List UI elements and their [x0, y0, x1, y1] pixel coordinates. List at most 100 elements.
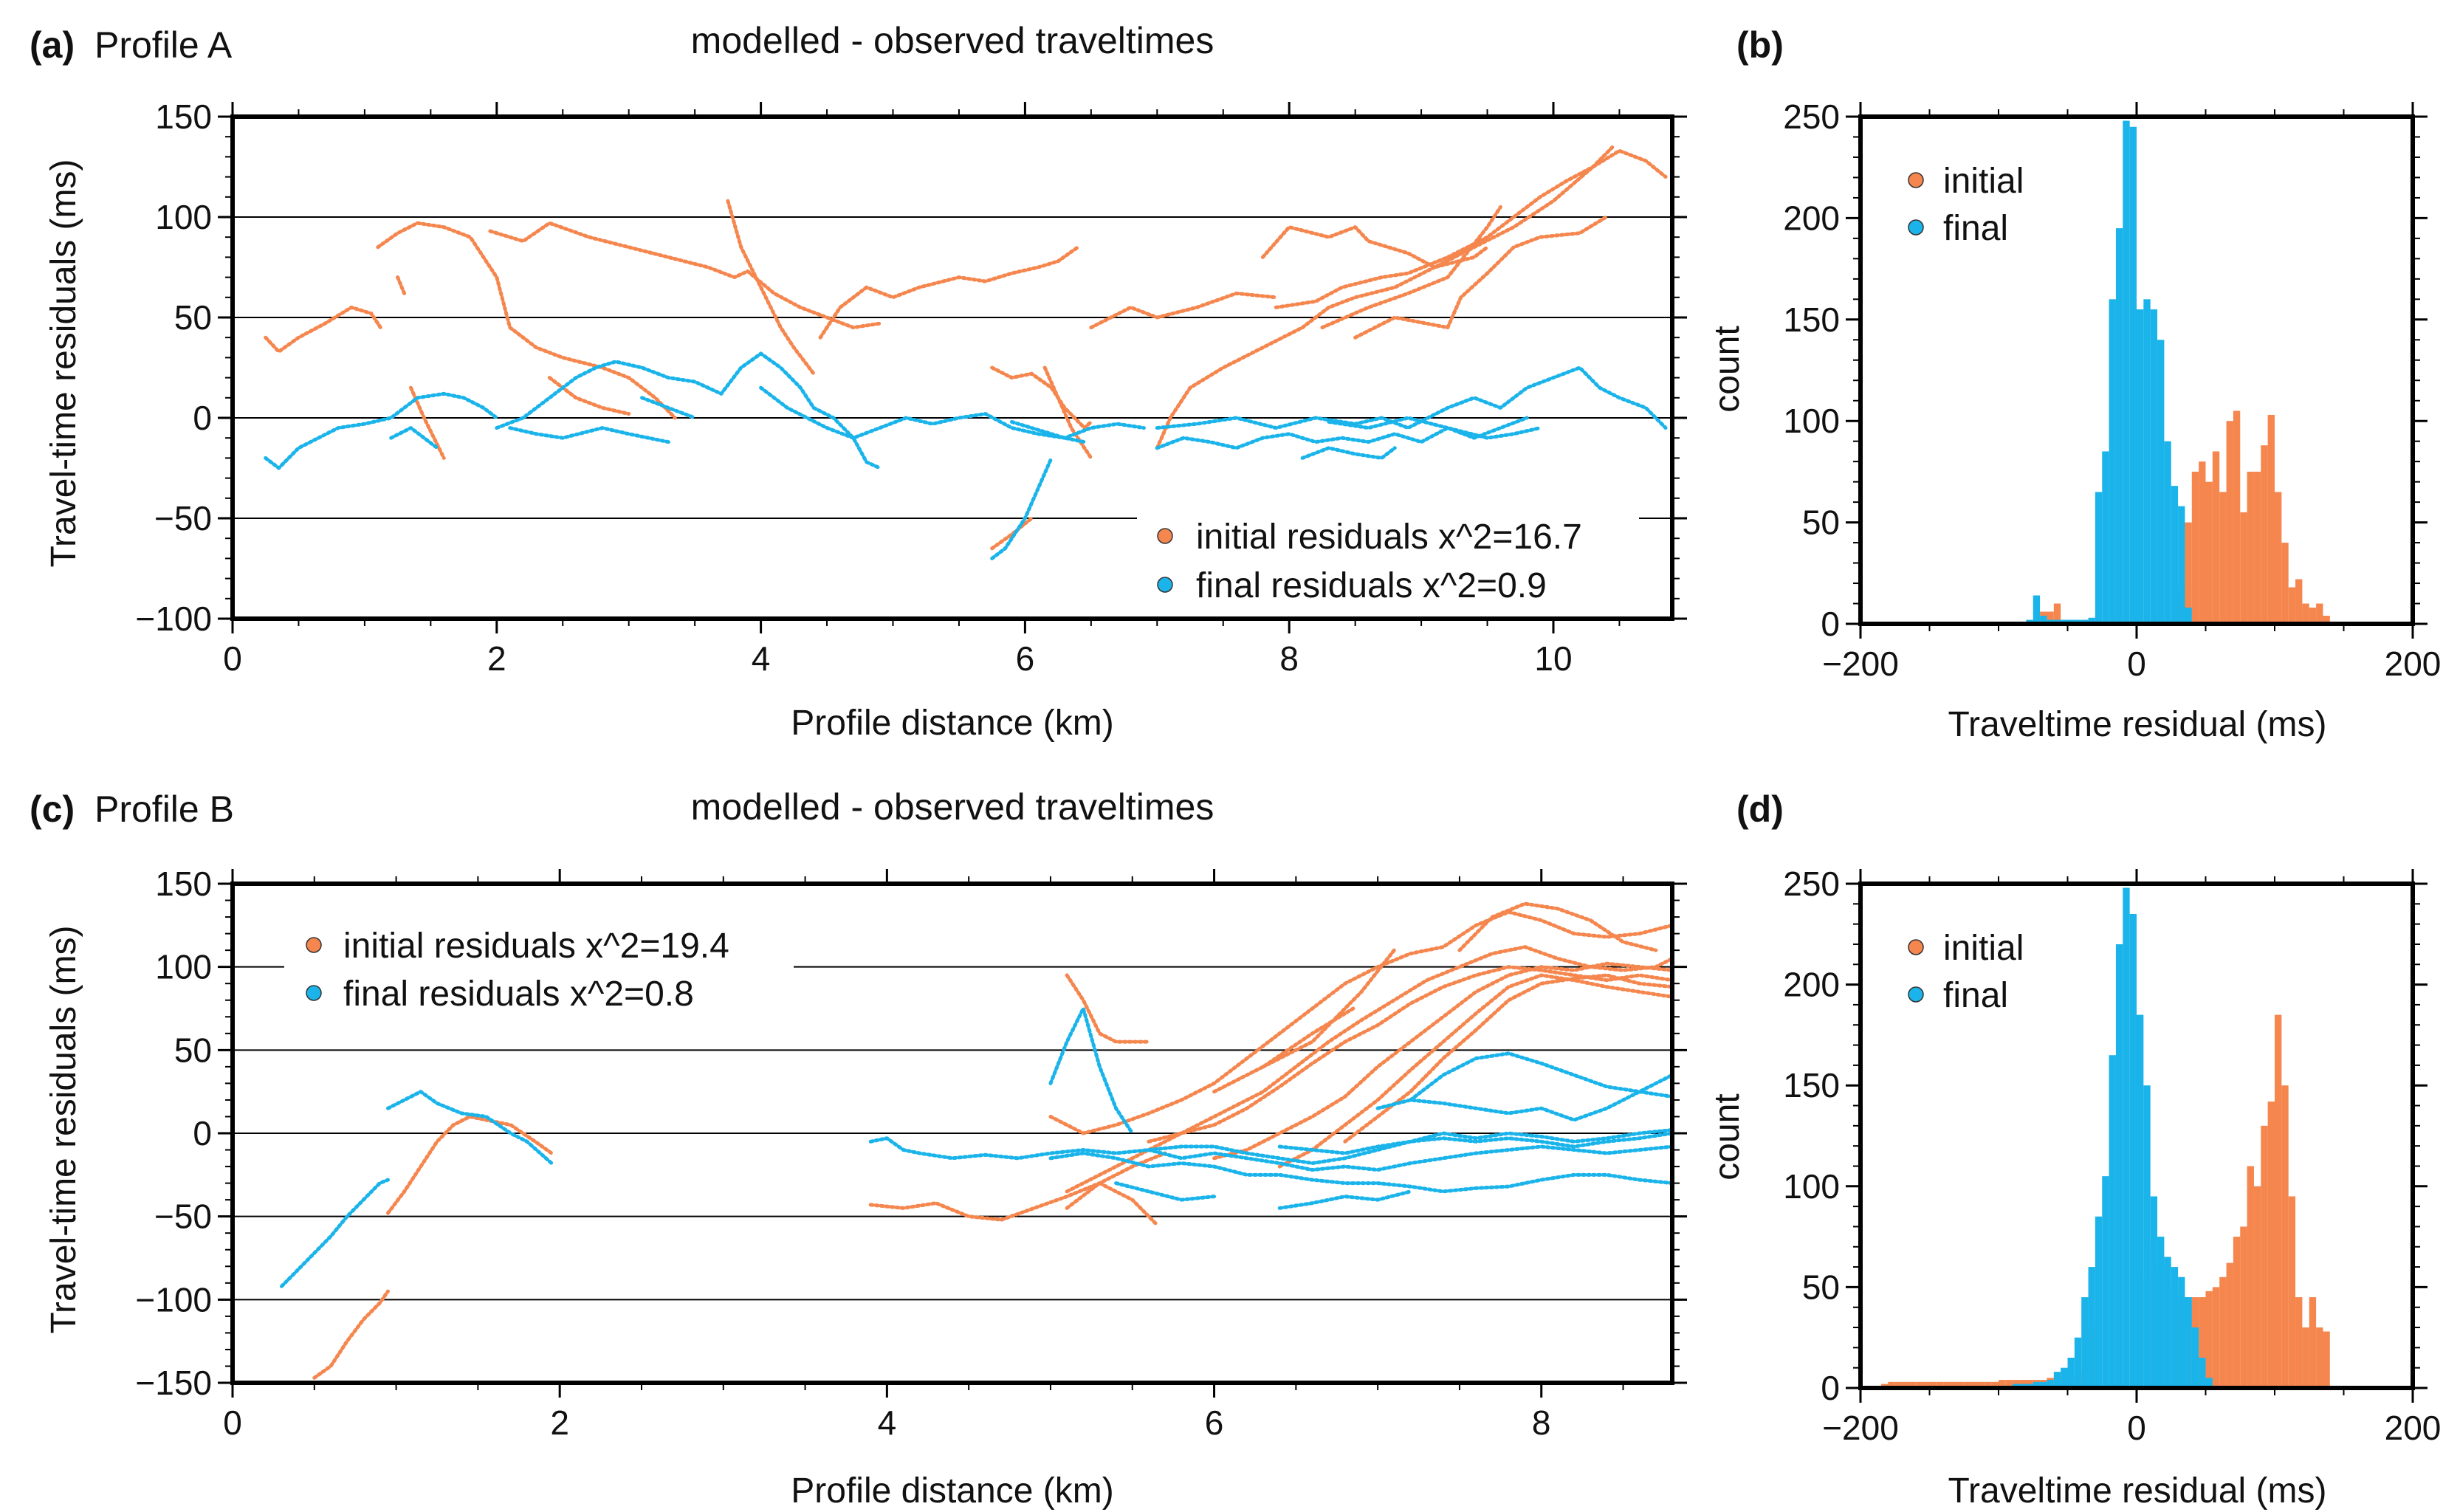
panel-b-x-tick-label: 200 — [2385, 645, 2442, 683]
panel-a-name: Profile A — [95, 24, 233, 66]
panel-d-initial-bar — [2275, 1014, 2282, 1388]
panel-a-initial-residual-trace — [488, 221, 882, 330]
panel-a-final-residual-trace — [1155, 365, 1668, 430]
panel-c-initial-residual-trace — [386, 1114, 554, 1215]
panel-b-initial-bar — [2053, 603, 2061, 624]
panel-b-initial-bar — [2205, 481, 2213, 624]
panel-c-initial-residual-trace — [1457, 901, 1658, 952]
panel-b-initial-bar — [2247, 471, 2254, 624]
panel-c-x-tick-label: 2 — [550, 1403, 569, 1442]
panel-d-initial-bar — [2261, 1125, 2268, 1388]
panel-d-final-bar — [2095, 1216, 2103, 1388]
panel-b-final-bar — [2123, 120, 2130, 625]
panel-a-initial-residual-trace — [1089, 291, 1278, 330]
panel-a-ylabel: Travel-time residuals (ms) — [44, 159, 83, 568]
panel-a-initial-residual-trace — [1260, 225, 1490, 269]
panel-c-frame — [230, 882, 1674, 1385]
panel-d-final-bar — [2185, 1297, 2192, 1388]
panel-d-initial-bar — [1950, 1381, 1957, 1388]
panel-d-legend: initial final — [1908, 929, 2024, 1015]
panel-d-initial-bar — [1894, 1381, 1903, 1388]
panel-b-final-bar — [2164, 441, 2171, 624]
panel-b-y-tick-label: 250 — [1783, 97, 1840, 136]
panel-d-initial-bar — [1902, 1381, 1909, 1388]
panel-c-initial-residual-trace — [1065, 973, 1151, 1044]
panel-c-final-residual-trace — [1277, 1189, 1412, 1210]
panel-c-y-tick-label: −150 — [135, 1364, 212, 1402]
panel-a-y-tick-label: 150 — [155, 97, 212, 136]
panel-b-initial-bar — [2191, 471, 2199, 624]
panel-d-final-bar — [2150, 1196, 2158, 1388]
panel-d-initial-bar — [2281, 1085, 2289, 1388]
panel-a-legend-final: final residuals x^2=0.9 — [1196, 566, 1547, 605]
panel-b-legend: initial final — [1908, 162, 2024, 248]
panel-d-initial-bar — [2316, 1327, 2323, 1388]
panel-a-initial-residual-trace — [1320, 205, 1502, 330]
panel-b-final-bar — [2040, 616, 2047, 624]
panel-c-initial-residual-trace — [1048, 910, 1672, 1135]
panel-b-y-tick-label: 100 — [1783, 402, 1840, 440]
panel-a-data-area — [264, 145, 1668, 560]
panel-c-initial-residual-trace — [868, 1151, 1167, 1222]
panel-c-y-tick-label: 100 — [155, 948, 212, 986]
panel-d-initial-bar — [2302, 1327, 2309, 1388]
panel-a-initial-residual-trace — [1353, 215, 1609, 340]
panel-d-legend-initial: initial — [1943, 929, 2024, 968]
panel-a-letter: (a) — [30, 24, 75, 66]
panel-d-initial-bar — [1956, 1381, 1965, 1388]
panel-a-x-tick-label: 10 — [1534, 639, 1572, 678]
panel-c-legend-initial-marker — [306, 937, 322, 953]
panel-b-legend-final-marker — [1908, 219, 1924, 236]
panel-d-y-tick-label: 150 — [1783, 1066, 1840, 1104]
panel-c-final-residual-trace — [1408, 1051, 1672, 1102]
panel-b-y-tick-label: 200 — [1783, 199, 1840, 237]
panel-d-initial-bar — [2233, 1237, 2241, 1388]
panel-b-final-bar — [2109, 299, 2116, 624]
panel-a-plot: 0 2 4 6 8 10 −100 −50 0 50 100 150 — [135, 97, 1687, 678]
panel-d-y-tick-label: 50 — [1802, 1268, 1840, 1306]
panel-a-final-residual-trace — [1010, 419, 1087, 444]
panel-a-x-tick-label: 2 — [487, 639, 506, 678]
panel-a-xlabel: Profile distance (km) — [791, 704, 1113, 743]
panel-d-initial-bar — [1991, 1381, 1999, 1388]
panel-d-initial-bar — [2267, 1102, 2275, 1388]
panel-b-initial-bar — [2219, 492, 2227, 624]
panel-b-final-bar — [2115, 228, 2123, 624]
panel-b-xlabel: Traveltime residual (ms) — [1948, 705, 2327, 744]
panel-a-initial-residual-trace — [547, 376, 631, 416]
panel-a-final-residual-trace — [495, 351, 882, 470]
panel-b-final-bar — [2178, 506, 2185, 624]
panel-d-x-tick-label: −200 — [1822, 1409, 1899, 1447]
panel-b-final-bar — [2157, 340, 2165, 624]
panel-b-y-tick-label: 0 — [1821, 605, 1840, 643]
panel-b-initial-bar — [2288, 587, 2296, 624]
panel-d-initial-bar — [1999, 1380, 2006, 1388]
panel-d-initial-bar — [2295, 1297, 2303, 1388]
panel-d-y-tick-label: 0 — [1821, 1369, 1840, 1407]
panel-c-final-residual-trace — [868, 1127, 1672, 1166]
panel-c-initial-residual-trace — [1147, 965, 1672, 1144]
panel-d-initial-bar — [2212, 1287, 2220, 1388]
panel-d-final-bar — [2088, 1267, 2095, 1388]
panel-a-legend-box — [1137, 509, 1639, 613]
panel-b-initial-bar — [2323, 616, 2330, 624]
panel-d-final-bar — [2191, 1327, 2199, 1388]
panel-d-final-bar — [2164, 1257, 2171, 1388]
panel-b-legend-initial-marker — [1908, 172, 1924, 188]
panel-a-final-residual-trace — [1300, 446, 1397, 460]
panel-d-final-bar — [2178, 1276, 2185, 1388]
panel-d-initial-bar — [2309, 1297, 2317, 1388]
panel-c-legend: initial residuals x^2=19.4 final residua… — [284, 915, 794, 1019]
panel-a-x-tick-label: 6 — [1016, 639, 1035, 678]
panel-a-final-residual-trace — [759, 385, 1146, 440]
panel-d-final-bar — [2102, 1176, 2109, 1388]
panel-c-final-residual-trace — [1147, 1144, 1672, 1172]
panel-b-initial-bar — [2309, 608, 2317, 624]
panel-d-initial-bar — [2219, 1276, 2227, 1388]
panel-c-y-tick-label: 0 — [193, 1114, 212, 1152]
panel-b-final-bar — [2102, 451, 2109, 624]
panel-d-xlabel: Traveltime residual (ms) — [1948, 1471, 2327, 1511]
panel-b-initial-bar — [2275, 492, 2282, 624]
panel-c-ylabel: Travel-time residuals (ms) — [44, 926, 83, 1334]
